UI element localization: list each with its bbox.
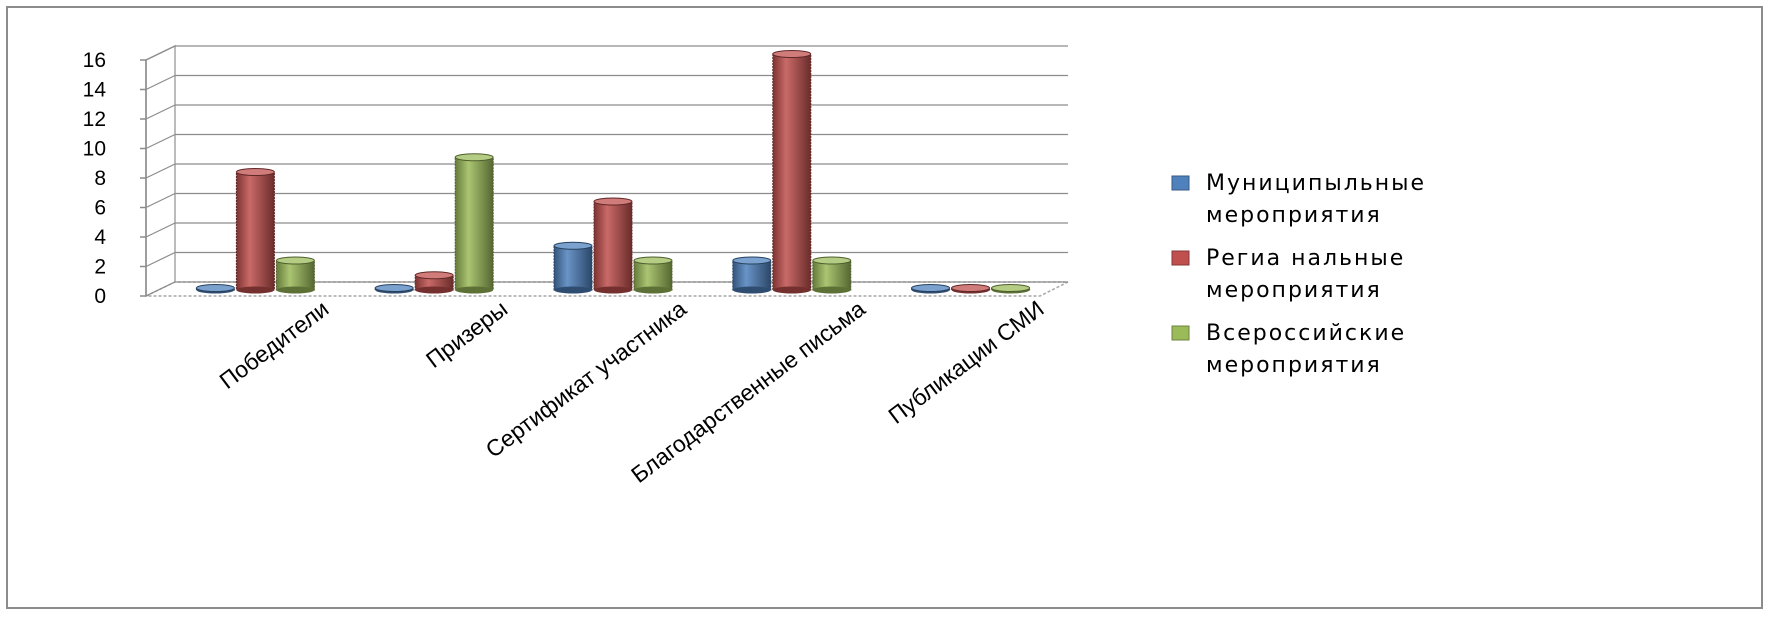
legend-label: Всероссийские <box>1206 321 1406 346</box>
y-tick-label: 10 <box>83 138 106 161</box>
legend: Муниципыльные мероприятия Региа нальные мер… <box>1171 171 1426 378</box>
bar <box>275 256 315 294</box>
bar-top <box>732 256 772 265</box>
chart-frame <box>6 6 1763 609</box>
bar <box>772 50 812 294</box>
y-tick-label: 6 <box>94 197 106 220</box>
gridline-side <box>145 133 176 150</box>
bar-body <box>772 53 812 291</box>
bar-base <box>772 286 811 294</box>
bar-base <box>276 286 315 294</box>
bar-body <box>812 260 852 291</box>
legend-label: мероприятия <box>1206 203 1382 228</box>
y-tick-label: 8 <box>94 167 106 190</box>
y-tick-label: 2 <box>94 256 106 279</box>
bar-base <box>236 286 275 294</box>
y-tick-label: 12 <box>83 108 106 131</box>
y-tick-label: 4 <box>94 226 106 249</box>
legend-label: мероприятия <box>1206 353 1382 378</box>
legend-swatch <box>1171 250 1190 266</box>
bar <box>374 284 414 294</box>
bar-body <box>732 260 772 291</box>
bar-body <box>235 171 275 291</box>
bar <box>414 271 454 294</box>
bar-top <box>195 284 235 292</box>
legend-swatch <box>1171 325 1190 341</box>
bar-top <box>553 241 593 250</box>
bar-base <box>634 286 672 294</box>
bar-base <box>415 286 454 294</box>
bar <box>454 153 494 294</box>
bar-top <box>772 50 812 58</box>
bar-top <box>951 284 991 292</box>
bar-base <box>554 286 592 294</box>
bar-top <box>374 284 414 292</box>
bar <box>732 256 772 294</box>
bar <box>553 241 593 294</box>
y-tick-label: 0 <box>94 285 106 308</box>
bar-top <box>812 256 852 265</box>
legend-swatch <box>1171 175 1190 191</box>
bar-top <box>911 284 951 292</box>
bar <box>911 284 951 294</box>
bar-top <box>235 168 275 176</box>
bar-top <box>593 197 633 206</box>
bars <box>195 50 1031 294</box>
y-tick-label: 16 <box>83 49 106 72</box>
legend-label: мероприятия <box>1206 278 1382 303</box>
legend-label: Региа нальные <box>1206 246 1405 271</box>
y-axis-ticks: 0 2 4 6 8 10 12 14 16 <box>83 49 147 308</box>
bar <box>991 284 1031 294</box>
gridline-side <box>145 163 176 179</box>
bar-top <box>414 271 454 280</box>
bar-top <box>454 153 494 162</box>
legend-label: Муниципыльные <box>1206 171 1426 196</box>
bar-base <box>732 286 771 294</box>
gridline-side <box>145 251 176 268</box>
gridline-side <box>145 104 176 120</box>
bar-body <box>553 245 593 291</box>
gridline-side <box>145 192 176 209</box>
category-label: Сертификат участника <box>481 295 692 463</box>
category-label: Призеры <box>421 295 512 373</box>
bar-base <box>812 286 851 294</box>
bar <box>593 197 633 294</box>
bar <box>951 284 991 294</box>
gridline-side <box>145 222 176 238</box>
bar-top <box>633 256 673 265</box>
bar <box>812 256 852 294</box>
bar-top <box>275 256 315 265</box>
bar-base <box>594 286 632 294</box>
bar-body <box>593 201 633 291</box>
y-tick-label: 14 <box>83 79 107 102</box>
category-label: Победители <box>214 295 333 394</box>
bar <box>235 168 275 294</box>
bar-top <box>991 284 1031 292</box>
gridline-side <box>145 45 176 61</box>
bar-base <box>455 286 494 294</box>
category-label: Публикации СМИ <box>883 295 1048 429</box>
bar <box>633 256 673 294</box>
bar-body <box>454 156 494 291</box>
bar-body <box>275 260 315 291</box>
bar <box>195 284 235 294</box>
bar-body <box>633 260 673 291</box>
gridline-side <box>145 281 176 297</box>
gridline-side <box>145 74 176 91</box>
